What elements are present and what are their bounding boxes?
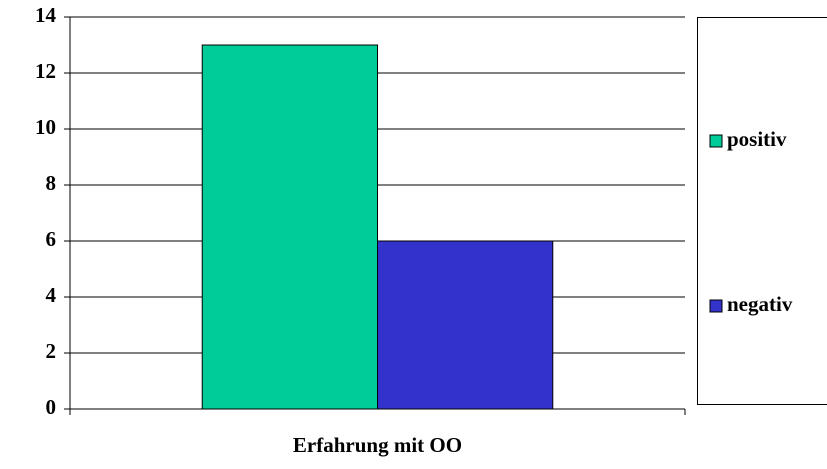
legend-swatch	[709, 134, 723, 148]
y-tick-label: 8	[46, 171, 57, 195]
y-tick-label: 2	[46, 339, 57, 363]
bar	[377, 240, 554, 410]
bar	[201, 44, 378, 410]
y-tick-label: 12	[35, 59, 56, 83]
y-tick-label: 10	[35, 115, 56, 139]
legend-box	[697, 17, 827, 405]
legend-swatch	[709, 299, 723, 313]
y-tick-label: 14	[35, 3, 57, 27]
y-tick-label: 0	[46, 395, 57, 419]
y-tick-label: 6	[46, 227, 57, 251]
legend-label: negativ	[727, 292, 793, 316]
x-axis-label: Erfahrung mit OO	[293, 433, 462, 457]
y-tick-label: 4	[46, 283, 57, 307]
legend-label: positiv	[727, 127, 787, 151]
